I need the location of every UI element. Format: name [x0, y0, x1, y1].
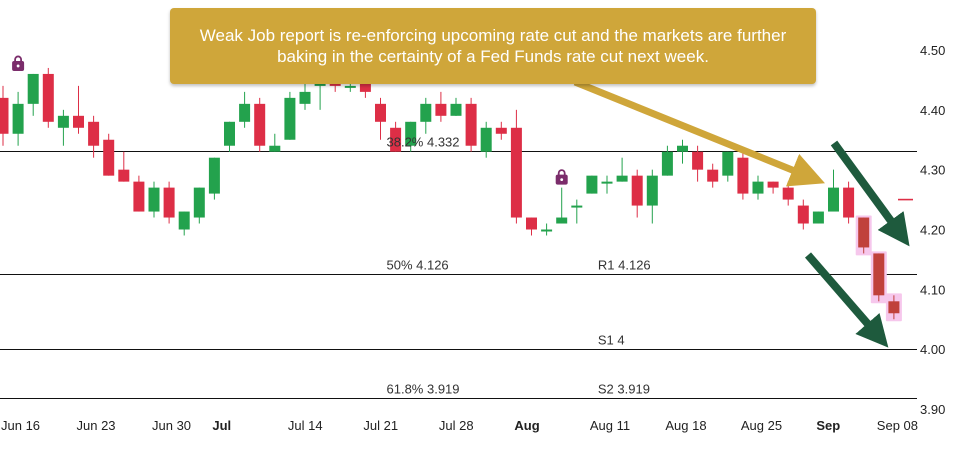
- level-label: 61.8% 3.919: [387, 382, 460, 397]
- candle-body: [57, 115, 69, 128]
- y-tick-label: 4.20: [920, 223, 945, 238]
- x-tick-label: Sep: [816, 418, 840, 433]
- candle-body: [42, 73, 54, 122]
- level-label: 50% 4.126: [387, 258, 449, 273]
- candle-body: [586, 175, 598, 194]
- lock-icon: [555, 169, 568, 185]
- level-lines: [0, 151, 917, 399]
- candle-body: [420, 103, 432, 122]
- candle-body: [541, 229, 553, 232]
- candle-body: [480, 127, 492, 152]
- candle-body: [193, 187, 205, 218]
- candle-body: [284, 97, 296, 140]
- x-tick-label: Sep 08: [877, 418, 918, 433]
- candle-body: [692, 151, 704, 170]
- candle-body: [239, 103, 251, 122]
- y-axis: 3.90 4.00 4.10 4.20 4.30 4.40 4.50: [898, 43, 945, 417]
- x-tick-label: Jul 14: [288, 418, 323, 433]
- candle-body: [12, 103, 24, 134]
- candle-body: [163, 187, 175, 218]
- level-label: S2 3.919: [598, 382, 650, 397]
- x-axis: Jun 16 Jun 23 Jun 30 Jul Jul 14 Jul 21 Jul 28 A…: [1, 418, 918, 433]
- candle-body: [646, 175, 658, 206]
- y-tick-label: 3.90: [920, 402, 945, 417]
- candle-body: [873, 253, 885, 296]
- green-arrow-lower: [804, 252, 889, 348]
- candle-body: [677, 145, 688, 152]
- x-tick-label: Aug 11: [590, 418, 630, 433]
- candles: [0, 61, 900, 320]
- x-tick-label: Jul 28: [439, 418, 474, 433]
- y-tick-label: 4.40: [920, 103, 945, 118]
- candle-body: [0, 97, 9, 134]
- candle-body: [208, 157, 220, 194]
- event-icons: [12, 55, 568, 185]
- x-tick-label: Jun 23: [77, 418, 116, 433]
- candle-body: [737, 157, 749, 194]
- candle-body: [269, 145, 281, 152]
- candle-body: [133, 181, 145, 212]
- candle-body: [858, 217, 870, 248]
- x-tick-label: Aug 18: [665, 418, 706, 433]
- candle-body: [812, 211, 824, 224]
- level-label: R1 4.126: [598, 258, 651, 273]
- candle-body: [405, 121, 417, 146]
- candle-body: [767, 181, 779, 188]
- candle-body: [27, 73, 39, 104]
- candle-body: [797, 205, 809, 224]
- level-labels: 38.2% 4.332 50% 4.126 R1 4.126 S1 4 61.8% 3.…: [387, 135, 651, 397]
- candle-body: [450, 103, 462, 116]
- candle-body: [843, 187, 855, 218]
- lock-icon: [12, 55, 25, 71]
- candle-body: [103, 139, 115, 176]
- candle-body: [344, 85, 356, 88]
- candle-body: [888, 301, 900, 314]
- x-tick-label: Jun 30: [152, 418, 191, 433]
- candle-body: [118, 169, 130, 182]
- candle-body: [782, 187, 794, 200]
- candle-body: [722, 151, 734, 176]
- candle-body: [616, 175, 628, 182]
- y-tick-label: 4.30: [920, 163, 945, 178]
- candle-body: [178, 211, 190, 230]
- candle-body: [375, 103, 386, 122]
- candle-body: [601, 181, 613, 184]
- gold-arrow: [573, 78, 825, 187]
- candle-body: [495, 127, 507, 134]
- candle-body: [465, 103, 477, 146]
- x-tick-label: Aug: [514, 418, 539, 433]
- candle-body: [224, 121, 235, 146]
- annotation-callout: Weak Job report is re-enforcing upcoming…: [170, 8, 816, 84]
- candle-body: [828, 187, 839, 212]
- candle-body: [510, 127, 522, 218]
- x-tick-label: Jul: [212, 418, 231, 433]
- candle-body: [390, 127, 402, 152]
- candle-body: [254, 103, 266, 146]
- x-tick-label: Aug 25: [741, 418, 782, 433]
- candle-body: [752, 181, 764, 194]
- y-tick-label: 4.00: [920, 342, 945, 357]
- candle-body: [556, 217, 568, 224]
- level-label: S1 4: [598, 333, 625, 348]
- candle-body: [148, 187, 160, 212]
- annotation-text: Weak Job report is re-enforcing upcoming…: [199, 26, 787, 66]
- candle-body: [299, 91, 311, 104]
- candle-body: [526, 217, 537, 230]
- annotation-arrows: [573, 78, 910, 348]
- candle-body: [631, 175, 643, 206]
- x-tick-label: Jun 16: [1, 418, 40, 433]
- candle-body: [88, 121, 100, 146]
- candle-body: [661, 151, 673, 176]
- x-tick-label: Jul 21: [363, 418, 398, 433]
- y-tick-label: 4.50: [920, 43, 945, 58]
- candle-body: [359, 79, 371, 92]
- y-tick-label: 4.10: [920, 282, 945, 297]
- level-label: 38.2% 4.332: [387, 135, 460, 150]
- candle-body: [73, 115, 84, 128]
- candle-body: [707, 169, 719, 182]
- candle-body: [571, 205, 583, 208]
- green-arrow-upper: [830, 140, 910, 247]
- candle-body: [435, 103, 447, 116]
